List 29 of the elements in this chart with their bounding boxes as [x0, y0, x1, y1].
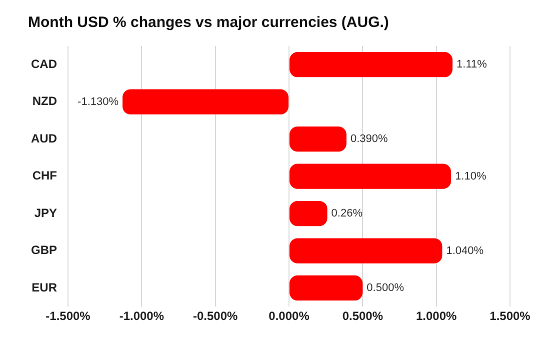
bar	[290, 275, 363, 301]
data-label: 1.11%	[456, 58, 488, 71]
chart-title: Month USD % changes vs major currencies (AUG.)	[28, 14, 389, 32]
x-tick-label: 0.000%	[268, 309, 310, 324]
bar	[290, 200, 328, 226]
data-label: 1.10%	[455, 170, 486, 182]
y-tick-label: CAD	[31, 56, 58, 71]
bar	[290, 238, 442, 264]
x-tick-label: 1.000%	[416, 309, 458, 324]
x-tick-label: -1.000%	[119, 309, 164, 324]
y-tick-label: GBP	[30, 243, 58, 258]
y-tick-label: CHF	[32, 168, 58, 183]
x-tick-label: 1.500%	[490, 309, 531, 324]
data-label: 1.040%	[446, 244, 484, 257]
x-tick-label: -0.500%	[192, 309, 238, 324]
y-tick-label: AUD	[31, 131, 58, 146]
data-label: 0.390%	[350, 133, 388, 146]
data-label: 0.500%	[366, 282, 404, 294]
y-tick-label: EUR	[32, 280, 58, 294]
bar	[290, 52, 453, 78]
y-tick-label: JPY	[34, 206, 58, 220]
x-tick-label: -1.500%	[46, 309, 91, 324]
y-tick-label: NZD	[32, 94, 58, 108]
bar	[290, 164, 452, 189]
data-label: -1.130%	[78, 96, 119, 108]
bar	[290, 126, 346, 152]
data-label: 0.26%	[331, 208, 363, 220]
bar	[122, 89, 288, 114]
x-tick-label: 0.500%	[342, 309, 384, 324]
